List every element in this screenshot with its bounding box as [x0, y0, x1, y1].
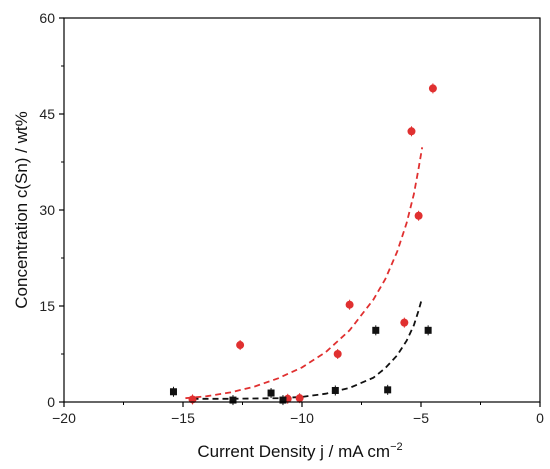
fit-lines [185, 147, 424, 400]
data-point-series-2 [331, 385, 339, 396]
x-tick-label: 0 [536, 410, 544, 426]
x-tick-label: −15 [171, 410, 195, 426]
y-tick-label: 30 [39, 202, 55, 218]
data-point-series-1 [407, 126, 416, 137]
data-point-series-1 [345, 299, 354, 310]
y-tick-label: 15 [39, 298, 55, 314]
data-point-series-2 [384, 384, 392, 395]
data-point-series-2 [372, 325, 380, 336]
data-point-series-2 [424, 325, 432, 336]
y-tick-label: 60 [39, 10, 55, 26]
fit-line-series-2 [192, 297, 424, 400]
data-point-series-1 [236, 340, 245, 351]
y-tick-label: 0 [47, 394, 55, 410]
x-axis-title-superscript: −2 [390, 441, 403, 453]
data-point-series-2 [267, 388, 275, 399]
x-tick-label: −20 [52, 410, 76, 426]
data-point-series-1 [188, 394, 197, 405]
data-point-series-2 [169, 386, 177, 397]
data-point-series-2 [229, 395, 237, 406]
data-point-series-1 [400, 317, 409, 328]
y-tick-label: 45 [39, 106, 55, 122]
data-point-series-1 [428, 83, 437, 94]
data-point-series-2 [279, 395, 287, 406]
y-axis-title: Concentration c(Sn) / wt% [12, 111, 31, 308]
data-point-series-1 [414, 210, 423, 221]
axis-ticks: −20 −15 −10 −5 0 0 15 30 45 60 [39, 10, 544, 426]
plot-frame [63, 17, 541, 403]
fit-line-series-1 [185, 147, 424, 400]
x-axis-title: Current Density j / mA cm−2 [197, 441, 402, 461]
data-points [169, 83, 437, 406]
x-axis-title-text: Current Density j / mA cm [197, 442, 390, 461]
x-tick-label: −10 [290, 410, 314, 426]
data-point-series-1 [333, 349, 342, 359]
x-tick-label: −5 [413, 410, 429, 426]
